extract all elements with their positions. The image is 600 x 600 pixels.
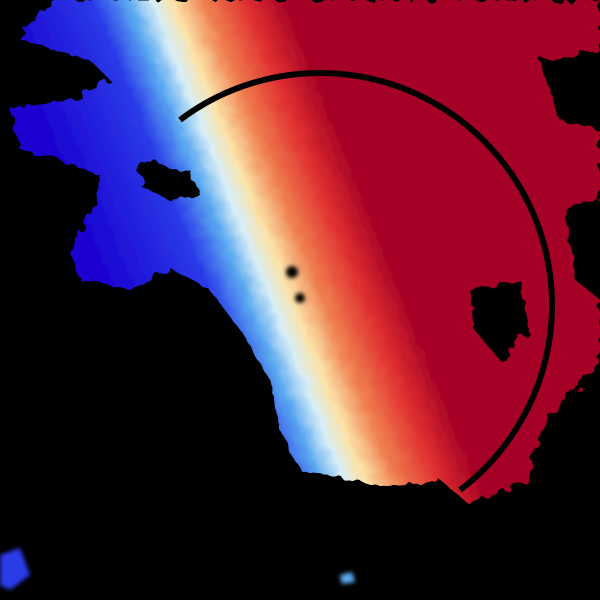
- no-echo-gap: [565, 200, 600, 300]
- range-ring: [178, 69, 556, 493]
- echo-region: [0, 0, 600, 505]
- echo-hole: [286, 266, 298, 278]
- no-echo-gap: [540, 50, 600, 130]
- no-echo-gap: [470, 280, 530, 360]
- echo-fragment: [340, 572, 355, 584]
- no-echo-gap: [0, 40, 110, 100]
- speckle-echoes: [0, 266, 355, 590]
- no-echo-gap: [140, 160, 200, 200]
- velocity-echo: [10, 0, 600, 505]
- echo-fragment: [0, 548, 30, 590]
- radar-center: [295, 293, 305, 303]
